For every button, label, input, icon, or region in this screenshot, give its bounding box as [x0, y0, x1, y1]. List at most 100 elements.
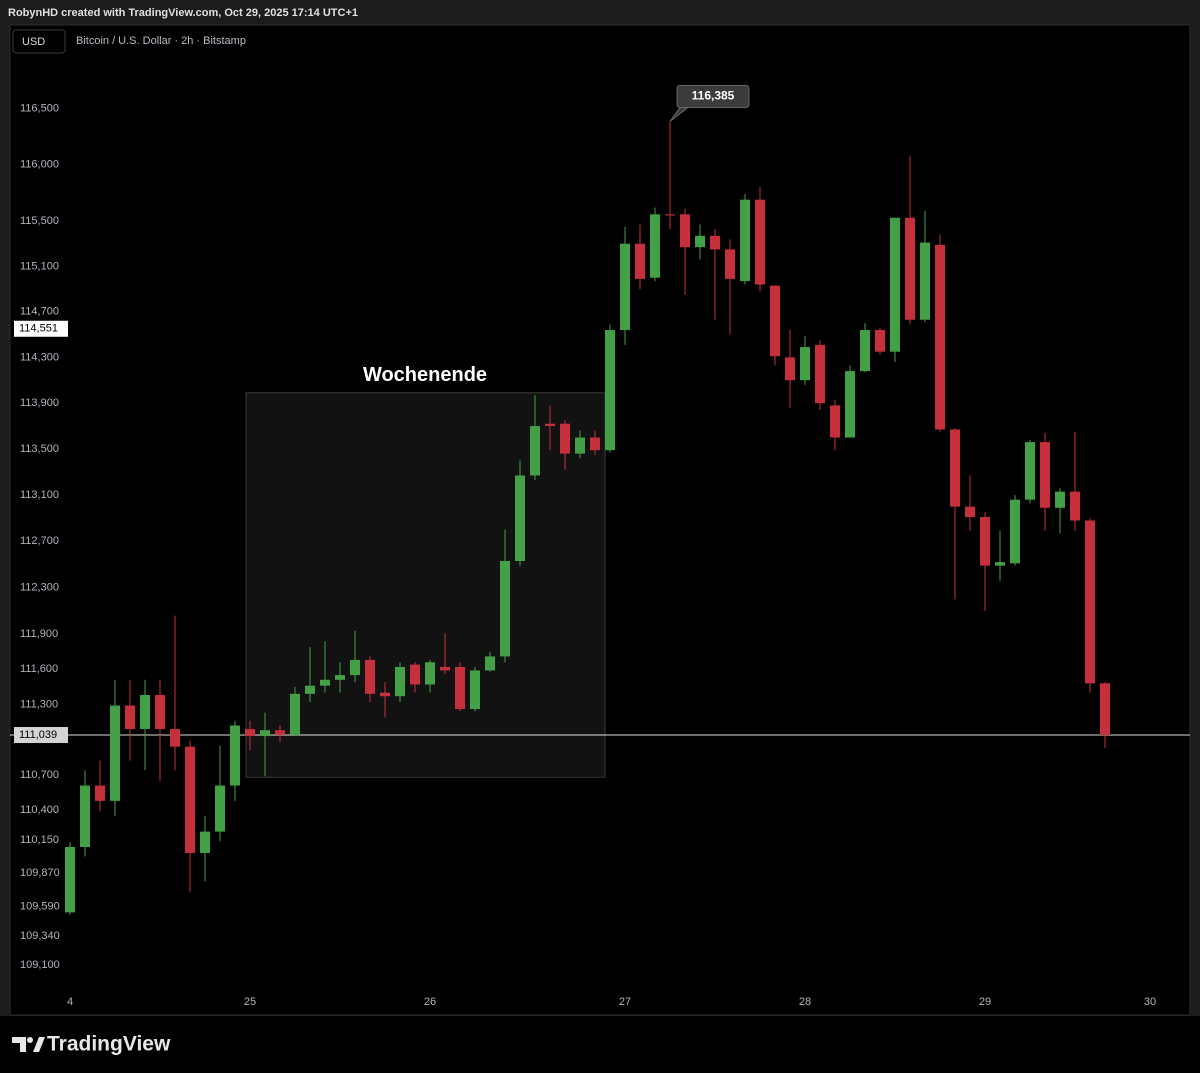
- candle-body: [725, 249, 735, 279]
- y-tick-label: 113,500: [20, 443, 59, 455]
- x-tick-label: 26: [424, 996, 436, 1008]
- candle-body: [290, 693, 300, 735]
- candle-body: [1100, 683, 1110, 736]
- candle-body: [305, 685, 315, 694]
- y-tick-label: 110,400: [20, 804, 59, 816]
- y-tick-label: 111,600: [20, 663, 58, 675]
- last-price-box: [14, 727, 68, 744]
- y-tick-label: 115,500: [20, 215, 59, 227]
- currency-box[interactable]: [12, 29, 66, 54]
- candle-body: [95, 785, 105, 801]
- x-tick-label: 28: [799, 996, 811, 1008]
- candle-body: [830, 405, 840, 438]
- candle-body: [455, 666, 465, 710]
- y-tick-label: 111,300: [20, 698, 58, 710]
- candle-body: [710, 235, 720, 250]
- candle-body: [80, 785, 90, 848]
- logo-slash: [33, 1037, 45, 1052]
- last-price-label: 111,039: [19, 729, 57, 741]
- candle-body: [785, 357, 795, 381]
- candle-body: [275, 730, 285, 735]
- candle-body: [920, 242, 930, 320]
- x-tick-label: 27: [619, 996, 631, 1008]
- candle-body: [590, 437, 600, 451]
- highlight-label: Wochenende: [363, 364, 487, 386]
- currency[interactable]: USD: [22, 36, 45, 48]
- candle-body: [500, 560, 510, 657]
- candle-body: [125, 705, 135, 730]
- logo-mark: [12, 1037, 26, 1052]
- candle-body: [350, 659, 360, 676]
- candle-body: [185, 746, 195, 853]
- candle-body: [815, 344, 825, 404]
- candle-body: [545, 423, 555, 427]
- candle-body: [230, 725, 240, 786]
- brand: TradingView: [47, 1033, 171, 1056]
- candle-body: [65, 847, 75, 913]
- y-tick-label: 109,870: [20, 867, 60, 879]
- candle-body: [515, 475, 525, 561]
- y-tick-label: 109,340: [20, 930, 60, 942]
- candle-body: [950, 429, 960, 507]
- y-tick-label: 109,100: [20, 959, 60, 971]
- y-tick-label: 113,100: [20, 489, 59, 501]
- candle-body: [695, 235, 705, 248]
- annotation-label: 116,385: [692, 89, 735, 103]
- y-tick-label: 116,500: [20, 103, 59, 115]
- candle-body: [635, 243, 645, 279]
- candle-body: [1025, 442, 1035, 500]
- candle-body: [410, 664, 420, 685]
- y-tick-label: 111,900: [20, 628, 58, 640]
- candle-body: [380, 692, 390, 697]
- candle-body: [1085, 520, 1095, 684]
- y-tick-label: 115,100: [20, 260, 59, 272]
- candle-body: [995, 562, 1005, 566]
- candle-body: [575, 437, 585, 454]
- y-tick-label: 112,300: [20, 582, 59, 594]
- x-tick-label: 29: [979, 996, 991, 1008]
- candle-body: [395, 666, 405, 697]
- candle-body: [890, 217, 900, 352]
- candle-body: [140, 695, 150, 730]
- x-tick-label: 30: [1144, 996, 1156, 1008]
- candle-body: [155, 695, 165, 730]
- candle-body: [110, 705, 120, 801]
- footer: [0, 1016, 1200, 1073]
- annotation-box: [676, 85, 750, 109]
- logo-dot: [27, 1037, 33, 1043]
- y-tick-label: 110,700: [20, 769, 59, 781]
- candle-body: [650, 214, 660, 278]
- y-tick-label: 116,000: [20, 159, 59, 171]
- attribution: RobynHD created with TradingView.com, Oc…: [8, 7, 358, 19]
- candle-body: [680, 214, 690, 248]
- candle-body: [425, 662, 435, 685]
- candle-body: [980, 517, 990, 566]
- chart-title: Bitcoin / U.S. Dollar · 2h · Bitstamp: [76, 35, 246, 47]
- candle-body: [470, 670, 480, 710]
- y-tick-label: 109,590: [20, 900, 60, 912]
- x-tick-label: 4: [67, 996, 73, 1008]
- candle-body: [875, 330, 885, 352]
- price-label: 114,551: [19, 323, 58, 335]
- candle-body: [740, 199, 750, 282]
- y-tick-label: 110,150: [20, 834, 59, 846]
- candle-body: [320, 679, 330, 686]
- y-tick-label: 114,700: [20, 306, 59, 318]
- candle-body: [860, 330, 870, 372]
- candle-body: [1040, 442, 1050, 508]
- candle-body: [485, 656, 495, 671]
- candle-body: [440, 666, 450, 671]
- candle-body: [200, 831, 210, 853]
- candle-body: [620, 243, 630, 331]
- candle-body: [560, 423, 570, 454]
- candle-body: [770, 285, 780, 357]
- candle-body: [170, 729, 180, 747]
- candle-body: [335, 675, 345, 680]
- candle-body: [800, 347, 810, 381]
- highlight-box: [245, 392, 606, 778]
- candle-body: [755, 199, 765, 285]
- candle-body: [845, 371, 855, 438]
- candle-body: [605, 330, 615, 451]
- price-label-box: [14, 320, 68, 337]
